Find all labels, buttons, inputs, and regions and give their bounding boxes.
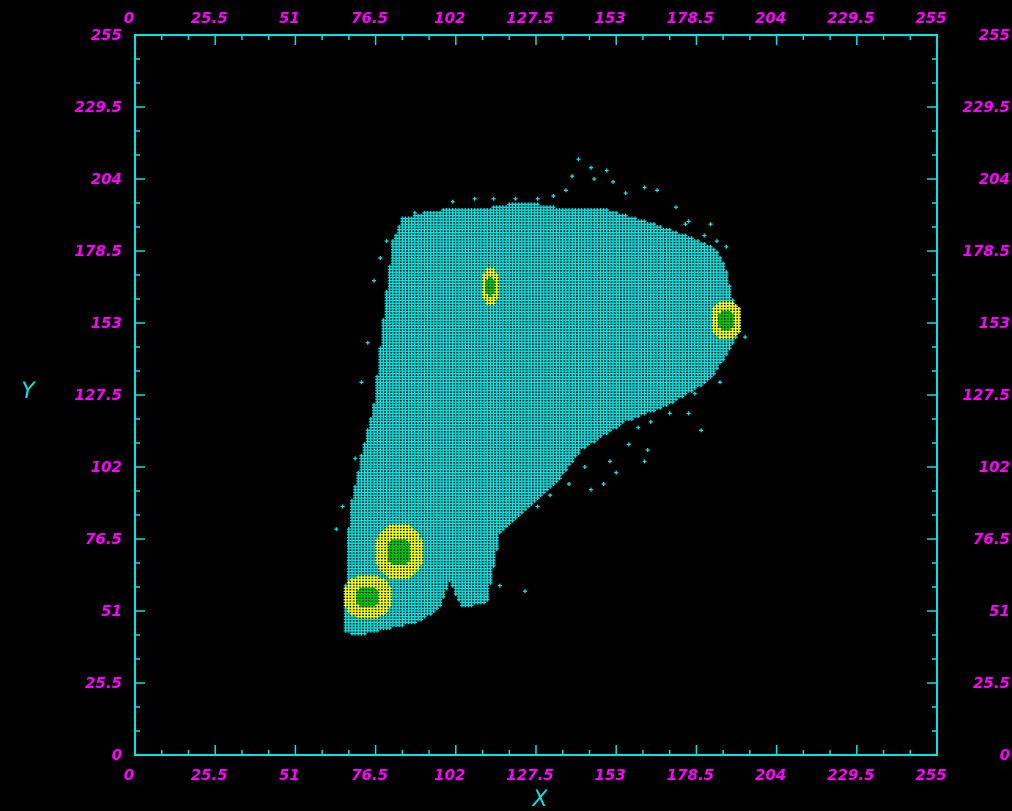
data-points xyxy=(334,157,748,636)
